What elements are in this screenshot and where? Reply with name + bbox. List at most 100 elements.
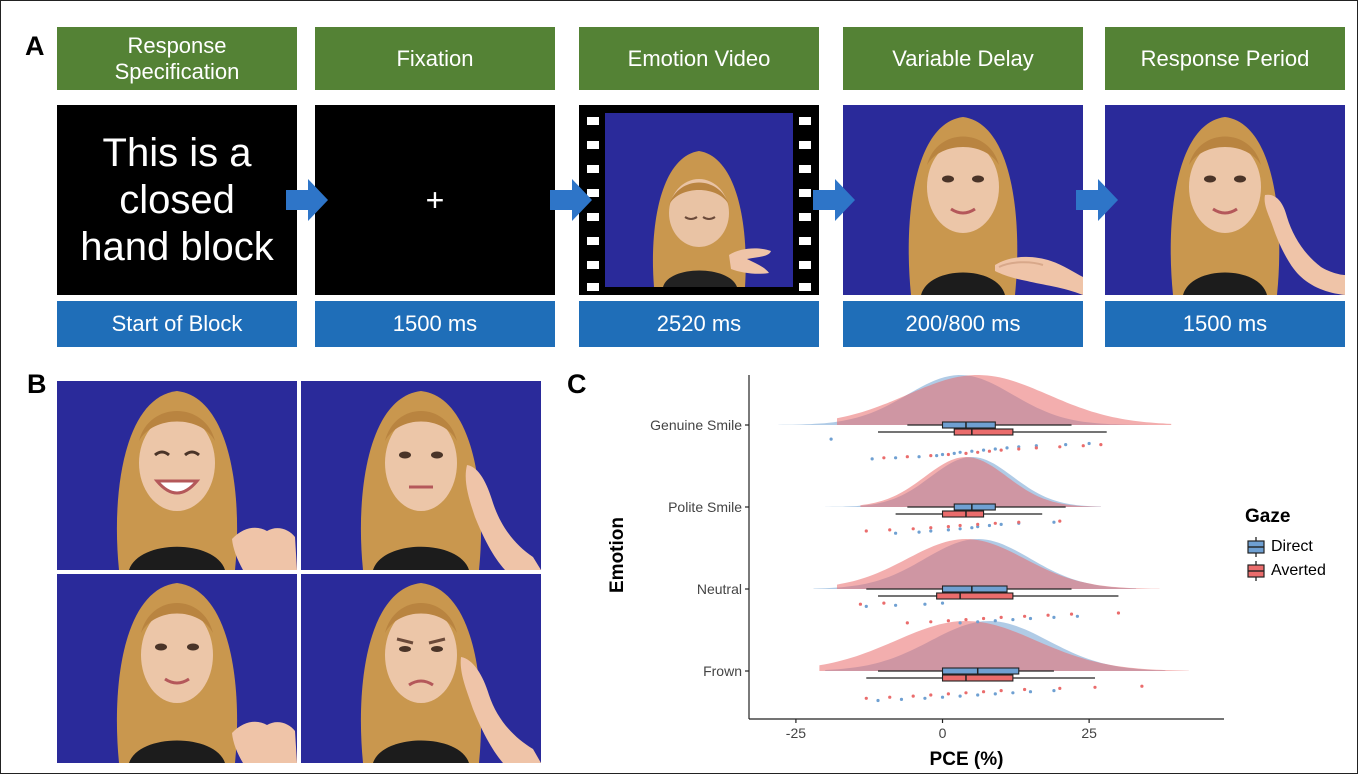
box-averted xyxy=(953,428,1014,436)
x-tick-label: 0 xyxy=(939,725,947,741)
y-tick-label: Neutral xyxy=(697,581,742,597)
box-direct xyxy=(941,585,1008,593)
density-averted xyxy=(836,375,1172,425)
data-point-averted xyxy=(981,616,986,621)
data-point-direct xyxy=(917,530,921,534)
face-eye xyxy=(972,175,984,183)
data-point-averted xyxy=(882,456,886,460)
data-point-averted xyxy=(929,526,933,530)
data-point-direct xyxy=(952,451,956,455)
legend-item-averted: Averted xyxy=(1245,560,1355,582)
data-point-averted xyxy=(1023,687,1027,692)
data-point-averted xyxy=(946,619,950,623)
arrow-right-icon xyxy=(1076,179,1118,221)
data-point-averted xyxy=(864,696,868,700)
response-period-photo xyxy=(1105,105,1345,295)
stage-duration-variable-delay: 200/800 ms xyxy=(843,301,1083,347)
arrow-right-icon xyxy=(813,179,855,221)
data-point-averted xyxy=(1058,519,1062,523)
data-point-direct xyxy=(864,604,868,608)
face-shirt xyxy=(663,270,737,287)
data-point-averted xyxy=(929,454,933,458)
data-point-direct xyxy=(1017,445,1021,449)
hand-shape xyxy=(998,261,1044,268)
hand-shape xyxy=(729,248,771,274)
expression-photo-grid xyxy=(57,381,541,763)
x-tick-label: 25 xyxy=(1081,725,1097,741)
data-point-averted xyxy=(929,693,933,697)
data-point-averted xyxy=(958,523,962,528)
data-point-averted xyxy=(976,450,980,454)
data-point-direct xyxy=(1034,444,1038,448)
x-tick-label: -25 xyxy=(786,725,806,741)
y-tick-label: Frown xyxy=(703,663,742,679)
box-direct xyxy=(953,503,996,511)
face-eye xyxy=(1234,175,1246,183)
face-hair xyxy=(1189,136,1261,165)
data-point-direct xyxy=(1028,690,1033,694)
hand-shape xyxy=(1264,194,1345,295)
data-point-direct xyxy=(958,621,962,625)
data-point-averted xyxy=(964,618,968,622)
data-point-averted xyxy=(1093,685,1097,689)
data-point-direct xyxy=(958,527,962,531)
data-point-averted xyxy=(929,620,933,624)
data-point-direct xyxy=(981,448,986,452)
stage-duration-emotion-video: 2520 ms xyxy=(579,301,819,347)
stage-duration-response-period: 1500 ms xyxy=(1105,301,1345,347)
data-point-direct xyxy=(1087,441,1091,446)
arrow-right-icon xyxy=(550,179,592,221)
data-point-averted xyxy=(964,451,968,455)
data-point-averted xyxy=(888,528,892,532)
data-point-direct xyxy=(940,601,945,605)
face-mouth xyxy=(1212,207,1238,215)
density-averted xyxy=(819,621,1189,671)
box-direct xyxy=(941,667,1020,675)
face-photo xyxy=(908,117,1083,295)
data-point-averted xyxy=(864,529,868,533)
face-skin xyxy=(669,179,729,247)
data-point-direct xyxy=(1028,616,1033,621)
face-mouth xyxy=(950,207,976,215)
box-averted xyxy=(936,592,1014,600)
face-eye xyxy=(1204,175,1216,183)
data-point-direct xyxy=(970,449,974,453)
data-point-averted xyxy=(905,455,909,459)
panel-label-a: A xyxy=(25,31,45,61)
data-point-direct xyxy=(1075,614,1079,618)
data-point-direct xyxy=(894,456,898,460)
polite-smile-photo xyxy=(57,574,297,763)
hand-shape xyxy=(995,256,1083,295)
genuine-smile-photo xyxy=(57,381,297,570)
data-point-direct xyxy=(1052,520,1056,524)
stage-header-response-period: Response Period xyxy=(1105,27,1345,90)
data-point-direct xyxy=(929,529,933,533)
data-point-direct xyxy=(999,522,1003,526)
density-averted xyxy=(860,457,1101,507)
data-point-direct xyxy=(940,695,945,699)
instruction-screen: This is a closed hand block xyxy=(57,105,297,295)
data-point-averted xyxy=(993,521,997,525)
legend-key-averted xyxy=(1247,561,1265,581)
stage-duration-fixation: 1500 ms xyxy=(315,301,555,347)
legend-key-direct xyxy=(1247,537,1265,557)
axis-title-x: PCE (%) xyxy=(930,749,1004,770)
data-point-averted xyxy=(1081,444,1085,448)
fixation-cross: + xyxy=(425,181,445,218)
data-point-averted xyxy=(882,601,886,605)
data-point-averted xyxy=(999,615,1003,619)
arrow-right-icon xyxy=(286,179,328,221)
data-point-averted xyxy=(999,448,1003,452)
stage-header-variable-delay: Variable Delay xyxy=(843,27,1083,90)
data-point-averted xyxy=(946,692,950,696)
data-point-direct xyxy=(946,528,950,532)
data-point-direct xyxy=(876,698,880,703)
neutral-photo xyxy=(301,381,541,570)
pce-raincloud-chart: Genuine Smile Polite Smile Neutral Frown -25… xyxy=(650,375,1224,770)
face-shirt xyxy=(921,272,1005,295)
data-point-direct xyxy=(976,693,980,697)
data-point-averted xyxy=(1046,613,1050,617)
frown-photo xyxy=(301,574,541,763)
data-point-averted xyxy=(1017,520,1021,524)
data-point-direct xyxy=(923,696,927,700)
